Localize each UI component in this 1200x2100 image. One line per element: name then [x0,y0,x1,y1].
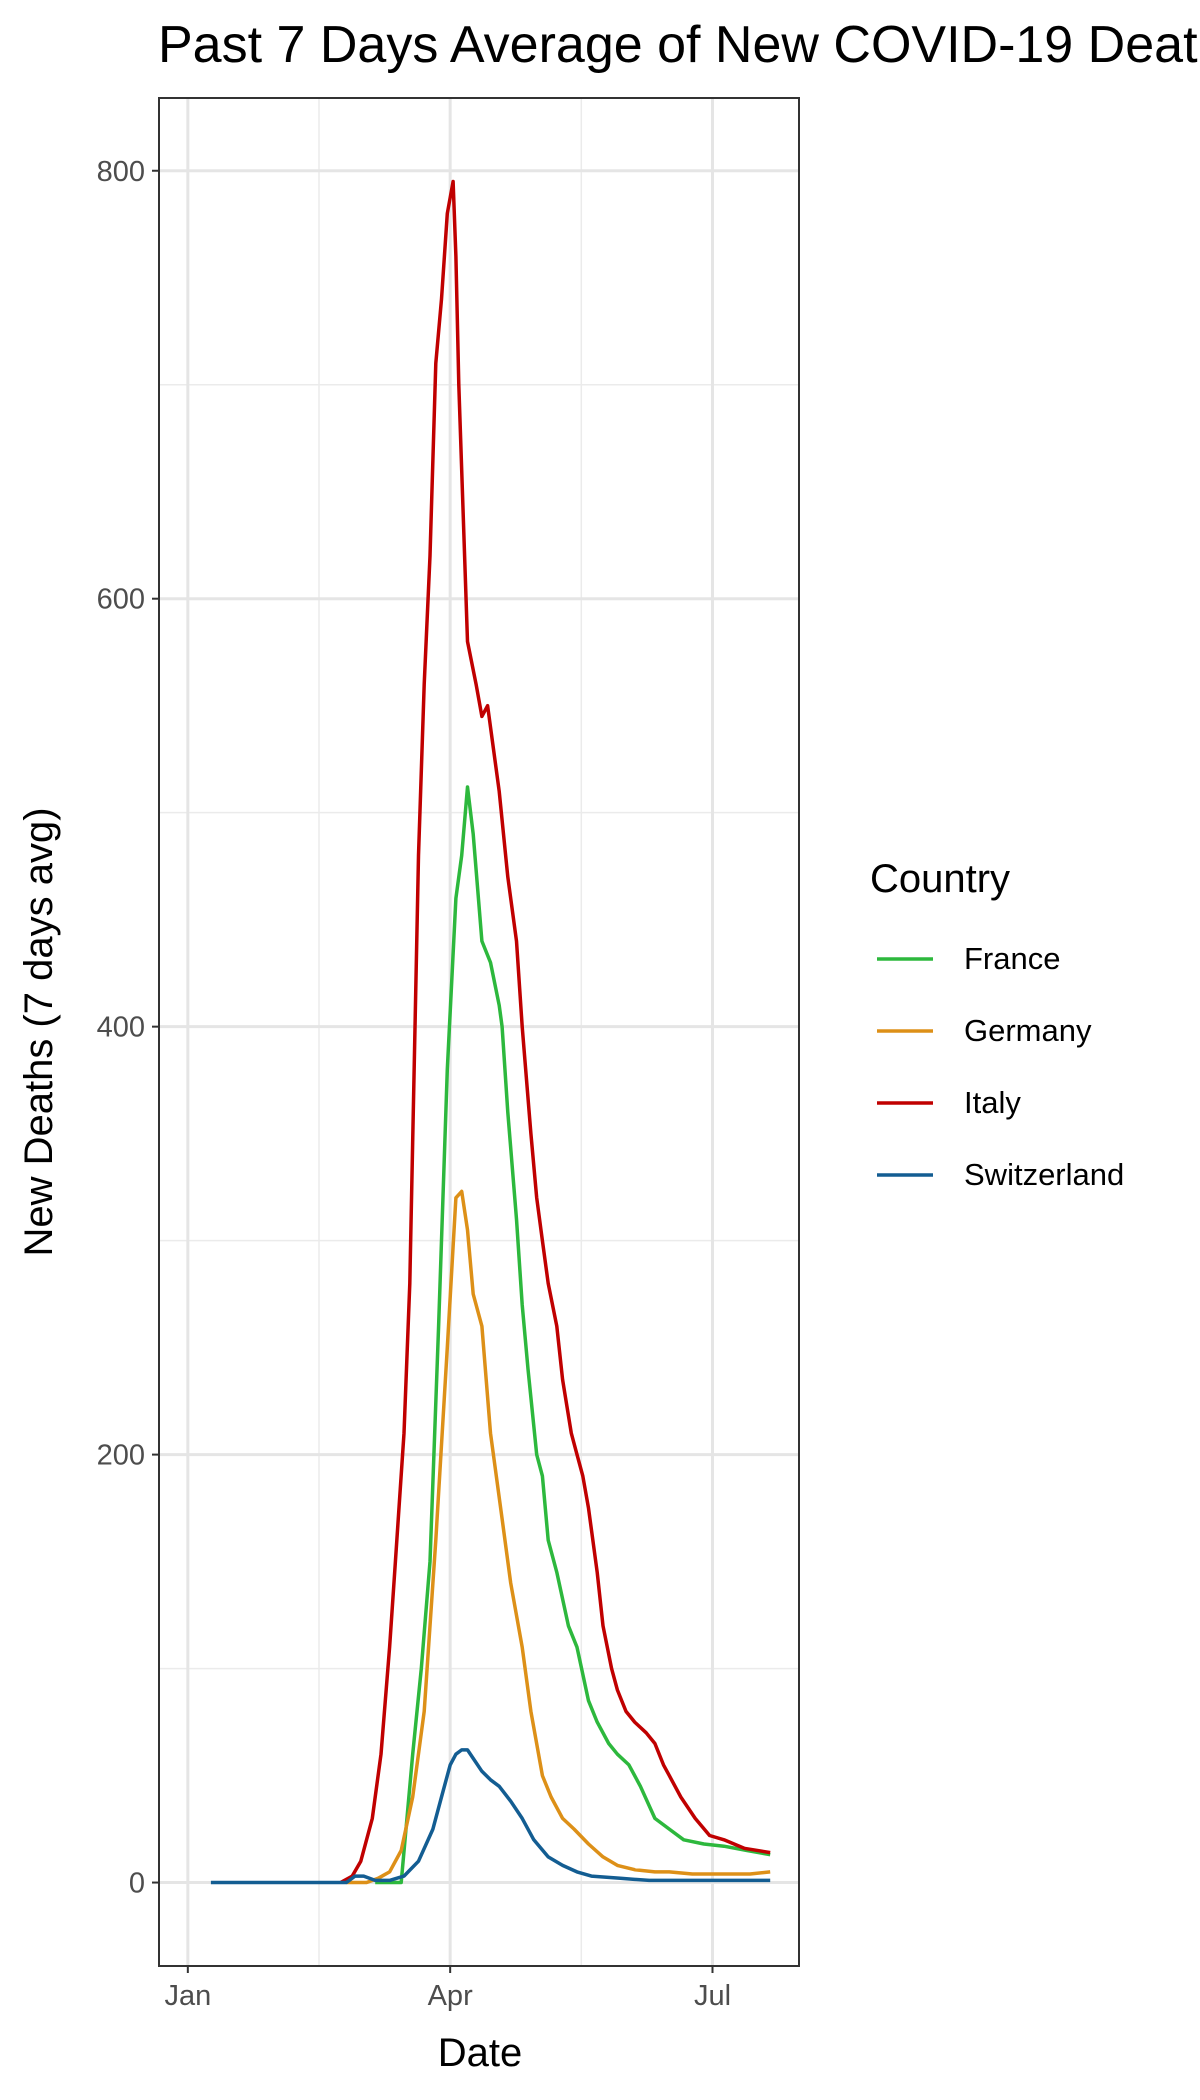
legend-label: France [964,941,1060,976]
x-tick-label: Jul [694,1980,731,2012]
plot-border [158,97,800,1967]
x-axis-title: Date [438,2031,523,2075]
y-axis-title: New Deaths (7 days avg) [17,807,61,1256]
y-tick-label: 200 [97,1440,145,1472]
series-line [346,1189,771,1885]
legend-label: Germany [964,1013,1092,1048]
x-tick-label: Jan [164,1980,211,2012]
plot-background [159,98,799,1966]
y-tick-label: 800 [97,156,145,188]
y-tick-label: 400 [97,1012,145,1044]
legend-title: Country [870,857,1010,901]
series-line [339,179,771,1885]
series-line [375,785,771,1885]
x-tick-label: Apr [428,1980,473,2012]
y-tick-label: 600 [97,584,145,616]
chart-title: Past 7 Days Average of New COVID-19 Deat… [158,16,1200,74]
legend-label: Italy [964,1085,1021,1120]
series-line [210,1748,771,1885]
legend-label: Switzerland [964,1157,1124,1192]
y-tick-label: 0 [129,1868,145,1900]
